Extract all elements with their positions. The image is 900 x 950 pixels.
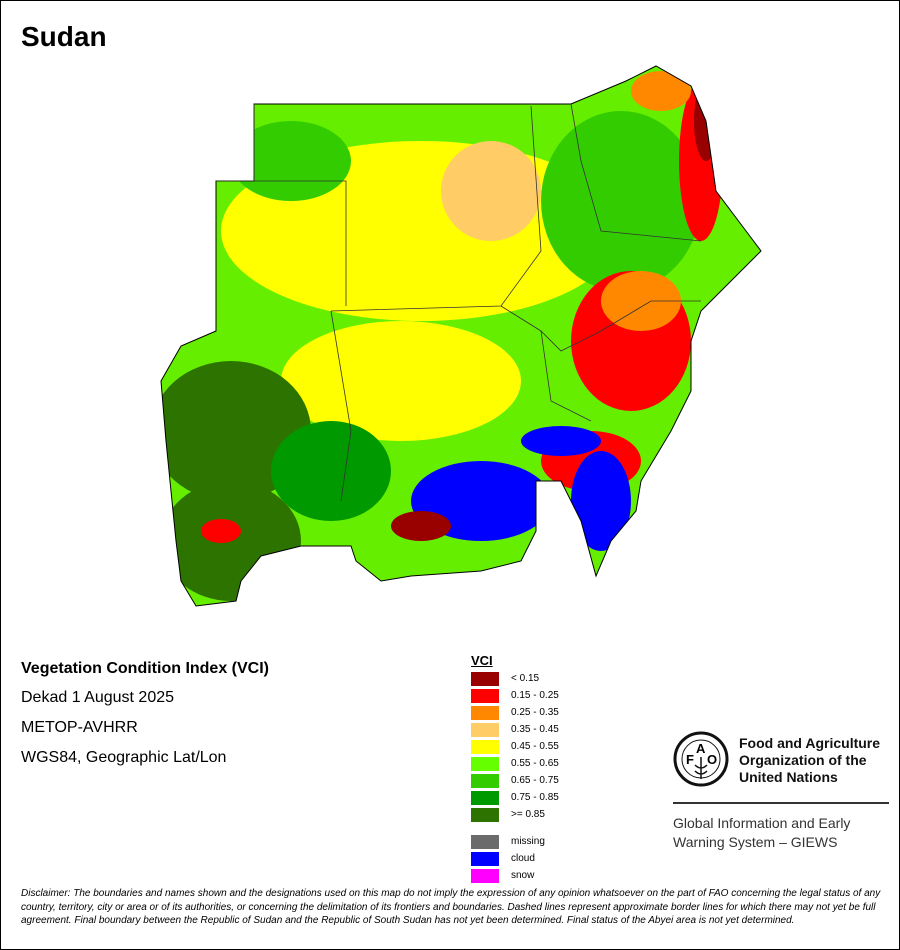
legend-swatch — [471, 688, 499, 703]
legend-label: >= 0.85 — [511, 809, 545, 820]
legend-swatch — [471, 807, 499, 822]
legend-label: 0.35 - 0.45 — [511, 724, 559, 735]
legend-item: missing — [471, 833, 559, 850]
legend-label: snow — [511, 870, 535, 881]
legend-swatch — [471, 671, 499, 686]
state-boundaries — [216, 103, 702, 502]
disclaimer: Disclaimer: The boundaries and names sho… — [21, 888, 881, 926]
legend-item: cloud — [471, 850, 559, 867]
fao-logo: F A O — [673, 731, 729, 787]
fao-name-line: Food and Agriculture — [739, 735, 881, 751]
legend-label: < 0.15 — [511, 673, 540, 684]
fao-name: Food and Agriculture Organization of the… — [739, 735, 880, 786]
svg-text:F: F — [686, 752, 694, 767]
legend-label: 0.25 - 0.35 — [511, 707, 559, 718]
divider — [673, 802, 889, 804]
giews-line: Warning System – GIEWS — [673, 834, 838, 850]
fao-name-line: Organization of the — [739, 752, 867, 768]
legend-swatch — [471, 773, 499, 788]
legend-label: cloud — [511, 853, 535, 864]
period: Dekad 1 August 2025 — [21, 689, 175, 706]
projection: WGS84, Geographic Lat/Lon — [21, 749, 227, 766]
legend-swatch — [471, 790, 499, 805]
index-name: Vegetation Condition Index (VCI) — [21, 660, 269, 677]
legend-item: 0.45 - 0.55 — [471, 738, 559, 755]
legend-label: 0.45 - 0.55 — [511, 741, 559, 752]
svg-text:O: O — [707, 752, 717, 767]
giews-line: Global Information and Early — [673, 815, 851, 831]
legend-item: snow — [471, 867, 559, 884]
legend-item: 0.35 - 0.45 — [471, 721, 559, 738]
svg-text:A: A — [696, 741, 706, 756]
legend-swatch — [471, 722, 499, 737]
fao-name-line: United Nations — [739, 769, 838, 785]
legend-label: missing — [511, 836, 545, 847]
legend-item: 0.65 - 0.75 — [471, 772, 559, 789]
legend-label: 0.75 - 0.85 — [511, 792, 559, 803]
legend-item: < 0.15 — [471, 670, 559, 687]
vci-raster — [161, 66, 761, 606]
legend-item: 0.55 - 0.65 — [471, 755, 559, 772]
legend: VCI < 0.15 0.15 - 0.25 0.25 - 0.35 0.35 - 0… — [471, 653, 559, 884]
legend-swatch — [471, 868, 499, 883]
country-border — [160, 65, 762, 607]
vci-map — [160, 65, 762, 607]
legend-label: 0.65 - 0.75 — [511, 775, 559, 786]
legend-swatch — [471, 739, 499, 754]
legend-swatch — [471, 756, 499, 771]
legend-swatch — [471, 851, 499, 866]
legend-title: VCI — [471, 653, 493, 668]
legend-item: 0.25 - 0.35 — [471, 704, 559, 721]
legend-item: 0.15 - 0.25 — [471, 687, 559, 704]
sensor: METOP-AVHRR — [21, 719, 138, 736]
legend-label: 0.15 - 0.25 — [511, 690, 559, 701]
legend-item: 0.75 - 0.85 — [471, 789, 559, 806]
legend-swatch — [471, 834, 499, 849]
legend-label: 0.55 - 0.65 — [511, 758, 559, 769]
giews-name: Global Information and Early Warning Sys… — [673, 814, 850, 852]
map-title: Sudan — [21, 21, 107, 52]
legend-swatch — [471, 705, 499, 720]
legend-item: >= 0.85 — [471, 806, 559, 823]
